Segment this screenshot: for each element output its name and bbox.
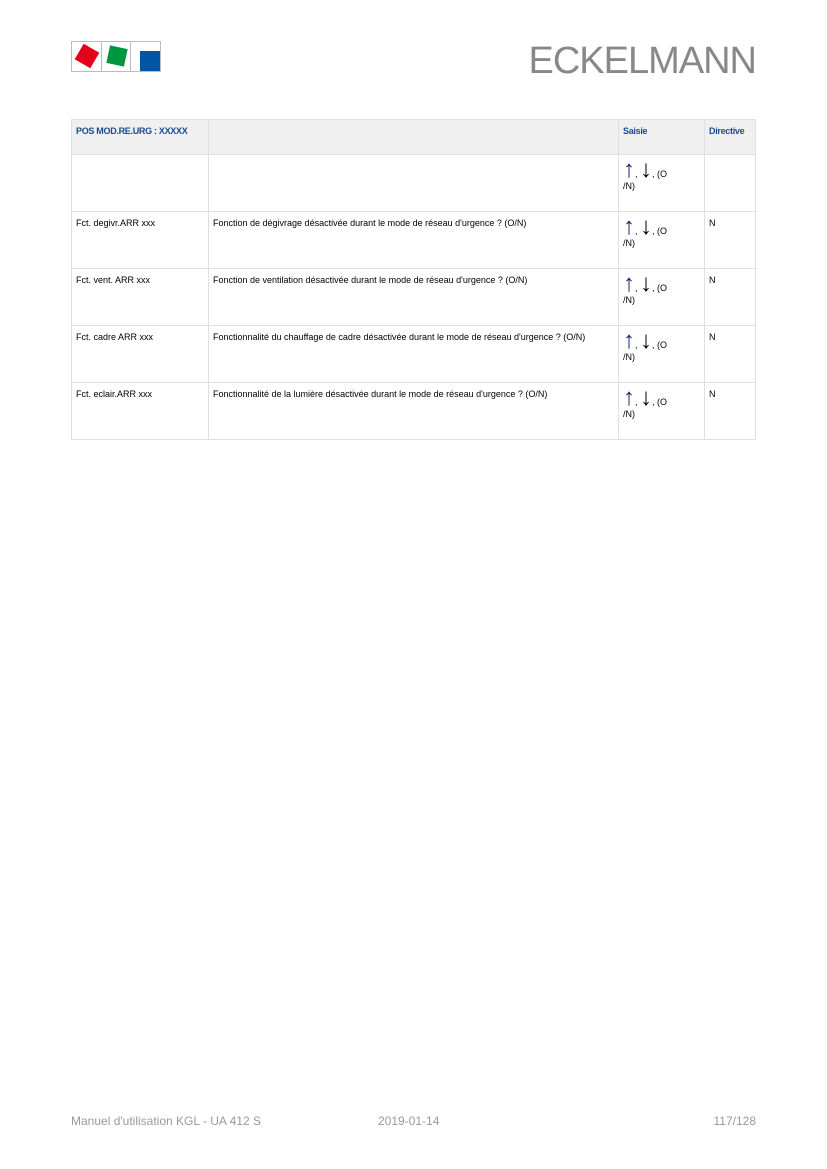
saisie-options-end: /N) — [623, 295, 635, 305]
table-row: Fct. eclair.ARR xxx Fonctionnalité de la… — [71, 382, 756, 440]
arrow-up-icon: ↑ — [623, 270, 635, 297]
directive-value: N — [704, 211, 756, 269]
saisie-options-end: /N) — [623, 409, 635, 419]
arrow-down-icon: ↓ — [640, 213, 653, 240]
param-description: Fonctionnalité de la lumière désactivée … — [208, 382, 619, 440]
param-name: Fct. eclair.ARR xxx — [71, 382, 209, 440]
table-row: Fct. vent. ARR xxx Fonction de ventilati… — [71, 268, 756, 326]
parameter-table: POS MOD.RE.URG : XXXXX Saisie Directive … — [71, 119, 756, 440]
separator: , — [635, 283, 638, 293]
green-square-icon — [105, 45, 128, 67]
separator: , — [635, 226, 638, 236]
separator: , — [635, 340, 638, 350]
arrow-up-icon: ↑ — [623, 384, 635, 411]
directive-value — [704, 154, 756, 212]
directive-value: N — [704, 382, 756, 440]
param-name: Fct. degivr.ARR xxx — [71, 211, 209, 269]
arrow-down-icon: ↓ — [640, 384, 653, 411]
saisie-options-end: /N) — [623, 238, 635, 248]
saisie-options: , (O — [652, 283, 668, 293]
footer-page: 117/128 — [713, 1114, 757, 1128]
saisie-options: , (O — [652, 169, 668, 179]
logo — [71, 41, 161, 72]
arrow-up-icon: ↑ — [623, 327, 635, 354]
arrow-down-icon: ↓ — [640, 156, 653, 183]
red-square-icon — [74, 43, 100, 69]
saisie-options: , (O — [652, 397, 668, 407]
arrow-up-icon: ↑ — [623, 156, 635, 183]
saisie-cell: ↑, ↓, (O/N) — [618, 268, 705, 326]
saisie-options-end: /N) — [623, 181, 635, 191]
arrow-up-icon: ↑ — [623, 213, 635, 240]
directive-value: N — [704, 325, 756, 383]
saisie-options-end: /N) — [623, 352, 635, 362]
saisie-options: , (O — [652, 226, 668, 236]
table-row: Fct. degivr.ARR xxx Fonction de dégivrag… — [71, 211, 756, 269]
footer-date: 2019-01-14 — [378, 1114, 440, 1128]
saisie-cell: ↑, ↓, (O/N) — [618, 154, 705, 212]
param-description: Fonction de ventilation désactivée duran… — [208, 268, 619, 326]
param-name: Fct. vent. ARR xxx — [71, 268, 209, 326]
header-description — [208, 119, 619, 155]
param-name — [71, 154, 209, 212]
table-row: Fct. cadre ARR xxx Fonctionnalité du cha… — [71, 325, 756, 383]
footer-manual: Manuel d'utilisation KGL - UA 412 S — [71, 1114, 261, 1128]
param-name: Fct. cadre ARR xxx — [71, 325, 209, 383]
directive-value: N — [704, 268, 756, 326]
header-pos: POS MOD.RE.URG : XXXXX — [71, 119, 209, 155]
saisie-cell: ↑, ↓, (O/N) — [618, 325, 705, 383]
saisie-cell: ↑, ↓, (O/N) — [618, 211, 705, 269]
separator: , — [635, 397, 638, 407]
param-description — [208, 154, 619, 212]
blue-square-icon — [140, 51, 161, 71]
header-saisie: Saisie — [618, 119, 705, 155]
table-row: ↑, ↓, (O/N) — [71, 154, 756, 212]
param-description: Fonctionnalité du chauffage de cadre dés… — [208, 325, 619, 383]
brand-logo-text: ECKELMANN — [528, 40, 757, 82]
param-description: Fonction de dégivrage désactivée durant … — [208, 211, 619, 269]
arrow-down-icon: ↓ — [640, 270, 653, 297]
saisie-options: , (O — [652, 340, 668, 350]
separator: , — [635, 169, 638, 179]
saisie-cell: ↑, ↓, (O/N) — [618, 382, 705, 440]
header-directive: Directive — [704, 119, 756, 155]
arrow-down-icon: ↓ — [640, 327, 653, 354]
